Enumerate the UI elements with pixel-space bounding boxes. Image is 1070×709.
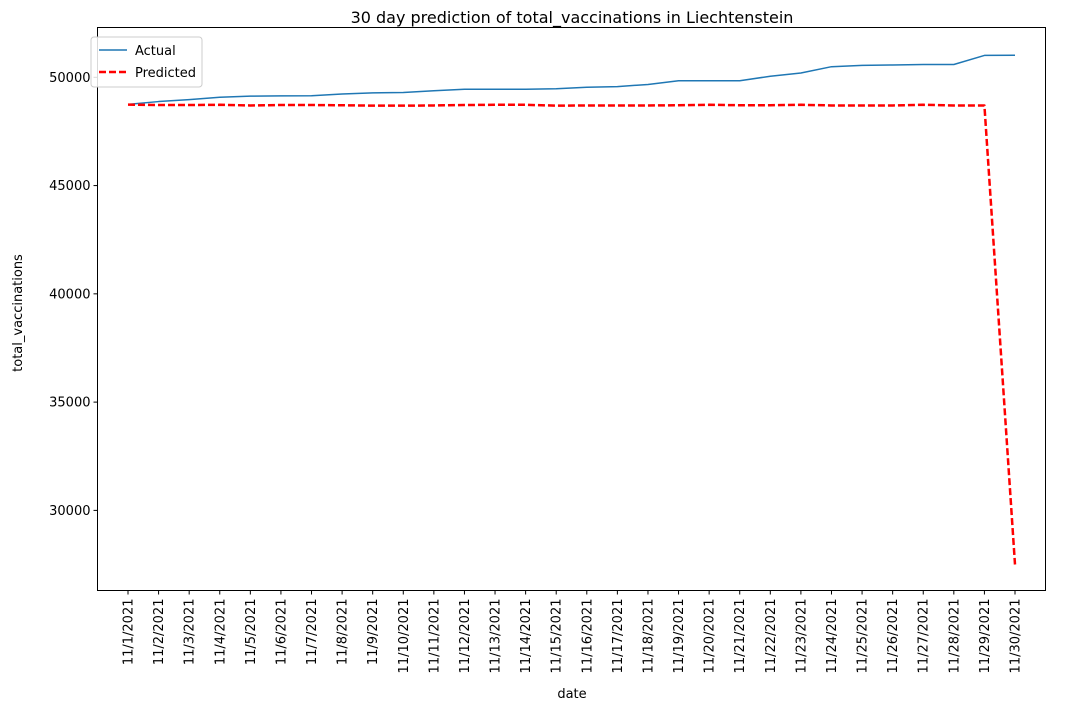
- x-tick-label: 11/29/2021: [978, 599, 993, 674]
- y-axis: 30000 35000 40000 45000 50000: [49, 71, 98, 519]
- y-axis-title: total_vaccinations: [11, 254, 26, 372]
- x-tick-label: 11/15/2021: [550, 599, 565, 674]
- x-tick-label: 11/11/2021: [427, 599, 442, 674]
- x-tick-label: 11/30/2021: [1009, 599, 1024, 674]
- series-line-predicted: [127, 103, 1017, 565]
- x-tick-label: 11/27/2021: [917, 599, 932, 674]
- x-tick-label: 11/24/2021: [825, 599, 840, 674]
- x-tick-label: 11/3/2021: [183, 599, 198, 666]
- x-axis-title: date: [557, 687, 586, 702]
- x-tick-label: 11/9/2021: [366, 599, 381, 666]
- x-tick-label: 11/1/2021: [122, 599, 137, 666]
- x-tick-label: 11/14/2021: [519, 599, 534, 674]
- x-tick-label: 11/17/2021: [611, 599, 626, 674]
- series-layer: [127, 54, 1017, 565]
- x-tick-label: 11/13/2021: [489, 599, 504, 674]
- x-axis: 11/1/2021 11/2/2021 11/3/2021 11/4/2021 11/5…: [122, 590, 1024, 674]
- x-tick-label: 11/25/2021: [856, 599, 871, 674]
- x-tick-label: 11/18/2021: [641, 599, 656, 674]
- series-line-actual: [127, 54, 1016, 106]
- y-tick-label: 50000: [49, 71, 90, 86]
- x-tick-label: 11/4/2021: [213, 599, 228, 666]
- x-tick-label: 11/20/2021: [703, 599, 718, 674]
- y-tick-label: 30000: [49, 504, 90, 519]
- x-tick-label: 11/22/2021: [764, 599, 779, 674]
- x-tick-label: 11/6/2021: [274, 599, 289, 666]
- legend-label-predicted: Predicted: [135, 66, 196, 81]
- legend-label-actual: Actual: [135, 44, 176, 59]
- x-tick-label: 11/2/2021: [152, 599, 167, 666]
- y-tick-label: 45000: [49, 179, 90, 194]
- y-tick-label: 35000: [49, 396, 90, 411]
- y-tick-label: 40000: [49, 287, 90, 302]
- legend: Actual Predicted: [90, 36, 203, 88]
- x-tick-label: 11/12/2021: [458, 599, 473, 674]
- x-tick-label: 11/23/2021: [794, 599, 809, 674]
- x-tick-label: 11/28/2021: [947, 599, 962, 674]
- x-tick-label: 11/7/2021: [305, 599, 320, 666]
- chart-title: 30 day prediction of total_vaccinations …: [351, 8, 794, 28]
- x-tick-label: 11/26/2021: [886, 599, 901, 674]
- x-tick-label: 11/19/2021: [672, 599, 687, 674]
- x-tick-label: 11/16/2021: [580, 599, 595, 674]
- x-tick-label: 11/8/2021: [336, 599, 351, 666]
- x-tick-label: 11/10/2021: [397, 599, 412, 674]
- plot-frame: [97, 27, 1046, 591]
- plot-area: [97, 27, 1046, 591]
- x-tick-label: 11/5/2021: [244, 599, 259, 666]
- x-tick-label: 11/21/2021: [733, 599, 748, 674]
